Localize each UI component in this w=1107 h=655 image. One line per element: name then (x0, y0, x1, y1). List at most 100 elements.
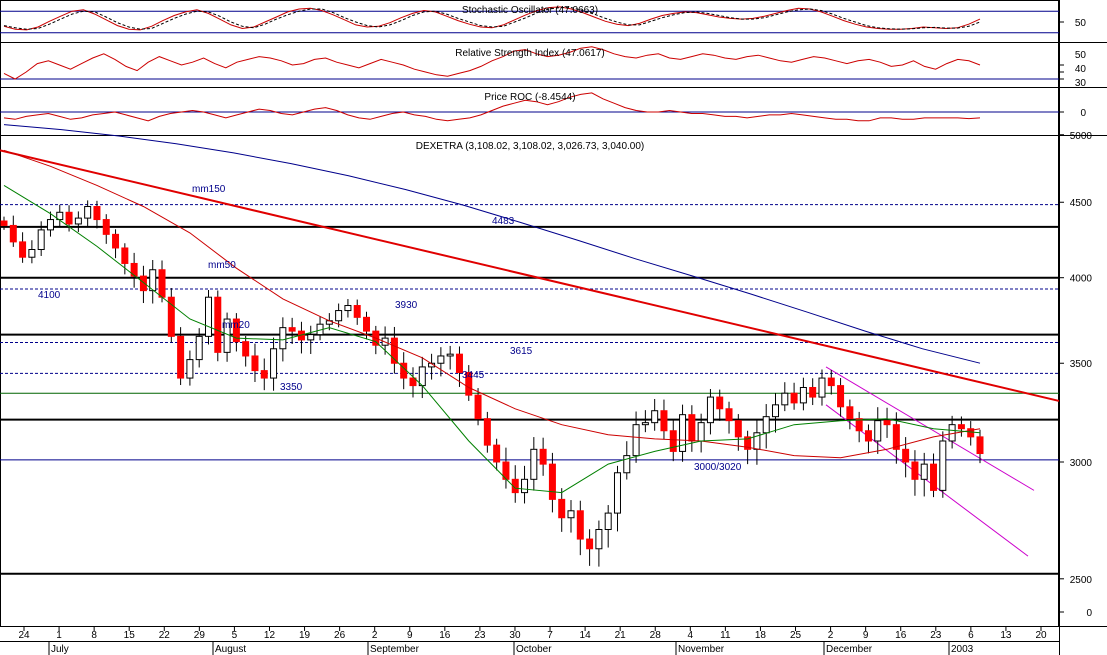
candle-body (335, 310, 343, 322)
candle-body (37, 229, 45, 251)
candle-body (474, 394, 482, 420)
y-tick-label: 3500 (1070, 359, 1093, 370)
x-tick-label: 20 (1035, 630, 1047, 641)
candle-body (818, 377, 826, 398)
candle-body (623, 455, 631, 474)
candle-body (112, 233, 120, 249)
candle-body (576, 510, 584, 540)
candle-body (809, 386, 817, 398)
annotation-label: 4100 (38, 290, 61, 301)
y-tick-label: 2500 (1070, 575, 1093, 586)
month-label: August (215, 644, 246, 655)
x-axis: 24 1 8 15 22 29 5 12 19 26 2 9 16 23 30 7 14 21 28 4 11 18 25 2… (0, 627, 1059, 655)
candle-body (651, 410, 659, 424)
candle-body (957, 424, 965, 430)
candle-body (521, 478, 529, 494)
annotation-label: mm20 (222, 320, 250, 331)
candle-body (855, 418, 863, 432)
candle-body (251, 355, 259, 372)
candle-body (344, 305, 352, 312)
candle-body (511, 478, 519, 494)
annotation-label: 3930 (395, 300, 418, 311)
x-tick-label: 14 (580, 630, 592, 641)
candle-body (679, 414, 687, 452)
candle-body (548, 463, 556, 500)
y-tick-label: 5000 (1070, 131, 1093, 142)
candle-body (130, 262, 138, 277)
candle-body (883, 420, 891, 426)
candle-body (706, 396, 714, 424)
candle-body (734, 420, 742, 438)
candle-body (762, 416, 770, 434)
candle-body (84, 206, 92, 219)
month-label: 2003 (951, 644, 974, 655)
mm150-line (3, 124, 981, 364)
rsi-title: Relative Strength Index (47.0617) (455, 48, 605, 59)
annotation-label: 3350 (280, 382, 303, 393)
candle-body (242, 341, 250, 357)
candle-body (93, 206, 101, 221)
candle-body (353, 305, 361, 318)
indicator-line (3, 92, 981, 122)
y-tick-label: 3000 (1070, 458, 1093, 469)
stochastic-panel: 50 (0, 6, 1087, 34)
candle-body (307, 334, 315, 341)
y-tick-label: 4500 (1070, 198, 1093, 209)
x-tick-label: 16 (895, 630, 907, 641)
x-tick-label: 25 (790, 630, 802, 641)
month-label: September (370, 644, 420, 655)
candle-body (864, 430, 872, 442)
price-panel: mm150 mm50 mm20 4483 4100 3930 3615 3445 3350 300… (0, 124, 1093, 619)
y-tick-label: 30 (1075, 78, 1087, 89)
candle-body (586, 538, 594, 550)
x-tick-label: 19 (299, 630, 311, 641)
y-tick-label: 40 (1075, 64, 1087, 75)
candle-body (697, 422, 705, 442)
x-tick-label: 9 (863, 630, 869, 641)
y-tick-label: 0 (1080, 108, 1086, 119)
candle-body (837, 385, 845, 408)
annotation-label: 4483 (492, 216, 515, 227)
candle-body (613, 472, 621, 514)
candle-body (874, 420, 882, 442)
candle-body (930, 463, 938, 491)
candle-body (799, 386, 807, 404)
candle-body (660, 410, 668, 432)
candle-body (102, 219, 110, 235)
candle-body (232, 318, 240, 343)
candle-body (65, 211, 73, 225)
candle-body (558, 498, 566, 519)
candle-body (270, 348, 278, 379)
candle-body (195, 335, 203, 361)
candle-body (204, 296, 212, 337)
candle-body (288, 327, 296, 332)
candle-body (892, 424, 900, 450)
candle-body (967, 428, 975, 438)
candle-body (911, 461, 919, 480)
x-tick-label: 24 (18, 630, 30, 641)
candle-body (56, 211, 64, 221)
candle-body (493, 444, 501, 463)
candle-body (177, 335, 185, 379)
candle-body (744, 436, 752, 450)
x-tick-label: 11 (720, 630, 731, 641)
candle-body (158, 269, 166, 298)
candle-body (0, 220, 8, 226)
x-tick-label: 15 (124, 630, 136, 641)
indicator-line (3, 46, 981, 80)
roc-title: Price ROC (-8.4544) (484, 92, 575, 103)
candle-body (790, 392, 798, 404)
price-title: DEXETRA (3,108.02, 3,108.02, 3,026.73, 3… (416, 141, 645, 152)
annotation-label: mm150 (192, 184, 226, 195)
x-tick-label: 21 (615, 630, 627, 641)
candle-body (28, 249, 36, 258)
candle-body (976, 436, 984, 455)
x-tick-label: 6 (968, 630, 974, 641)
y-tick-label: 50 (1075, 18, 1087, 29)
candle-body (827, 377, 835, 387)
candle-body (483, 418, 491, 446)
candle-body (567, 510, 575, 519)
y-tick-label: 4000 (1070, 274, 1093, 285)
x-tick-label: 12 (264, 630, 276, 641)
